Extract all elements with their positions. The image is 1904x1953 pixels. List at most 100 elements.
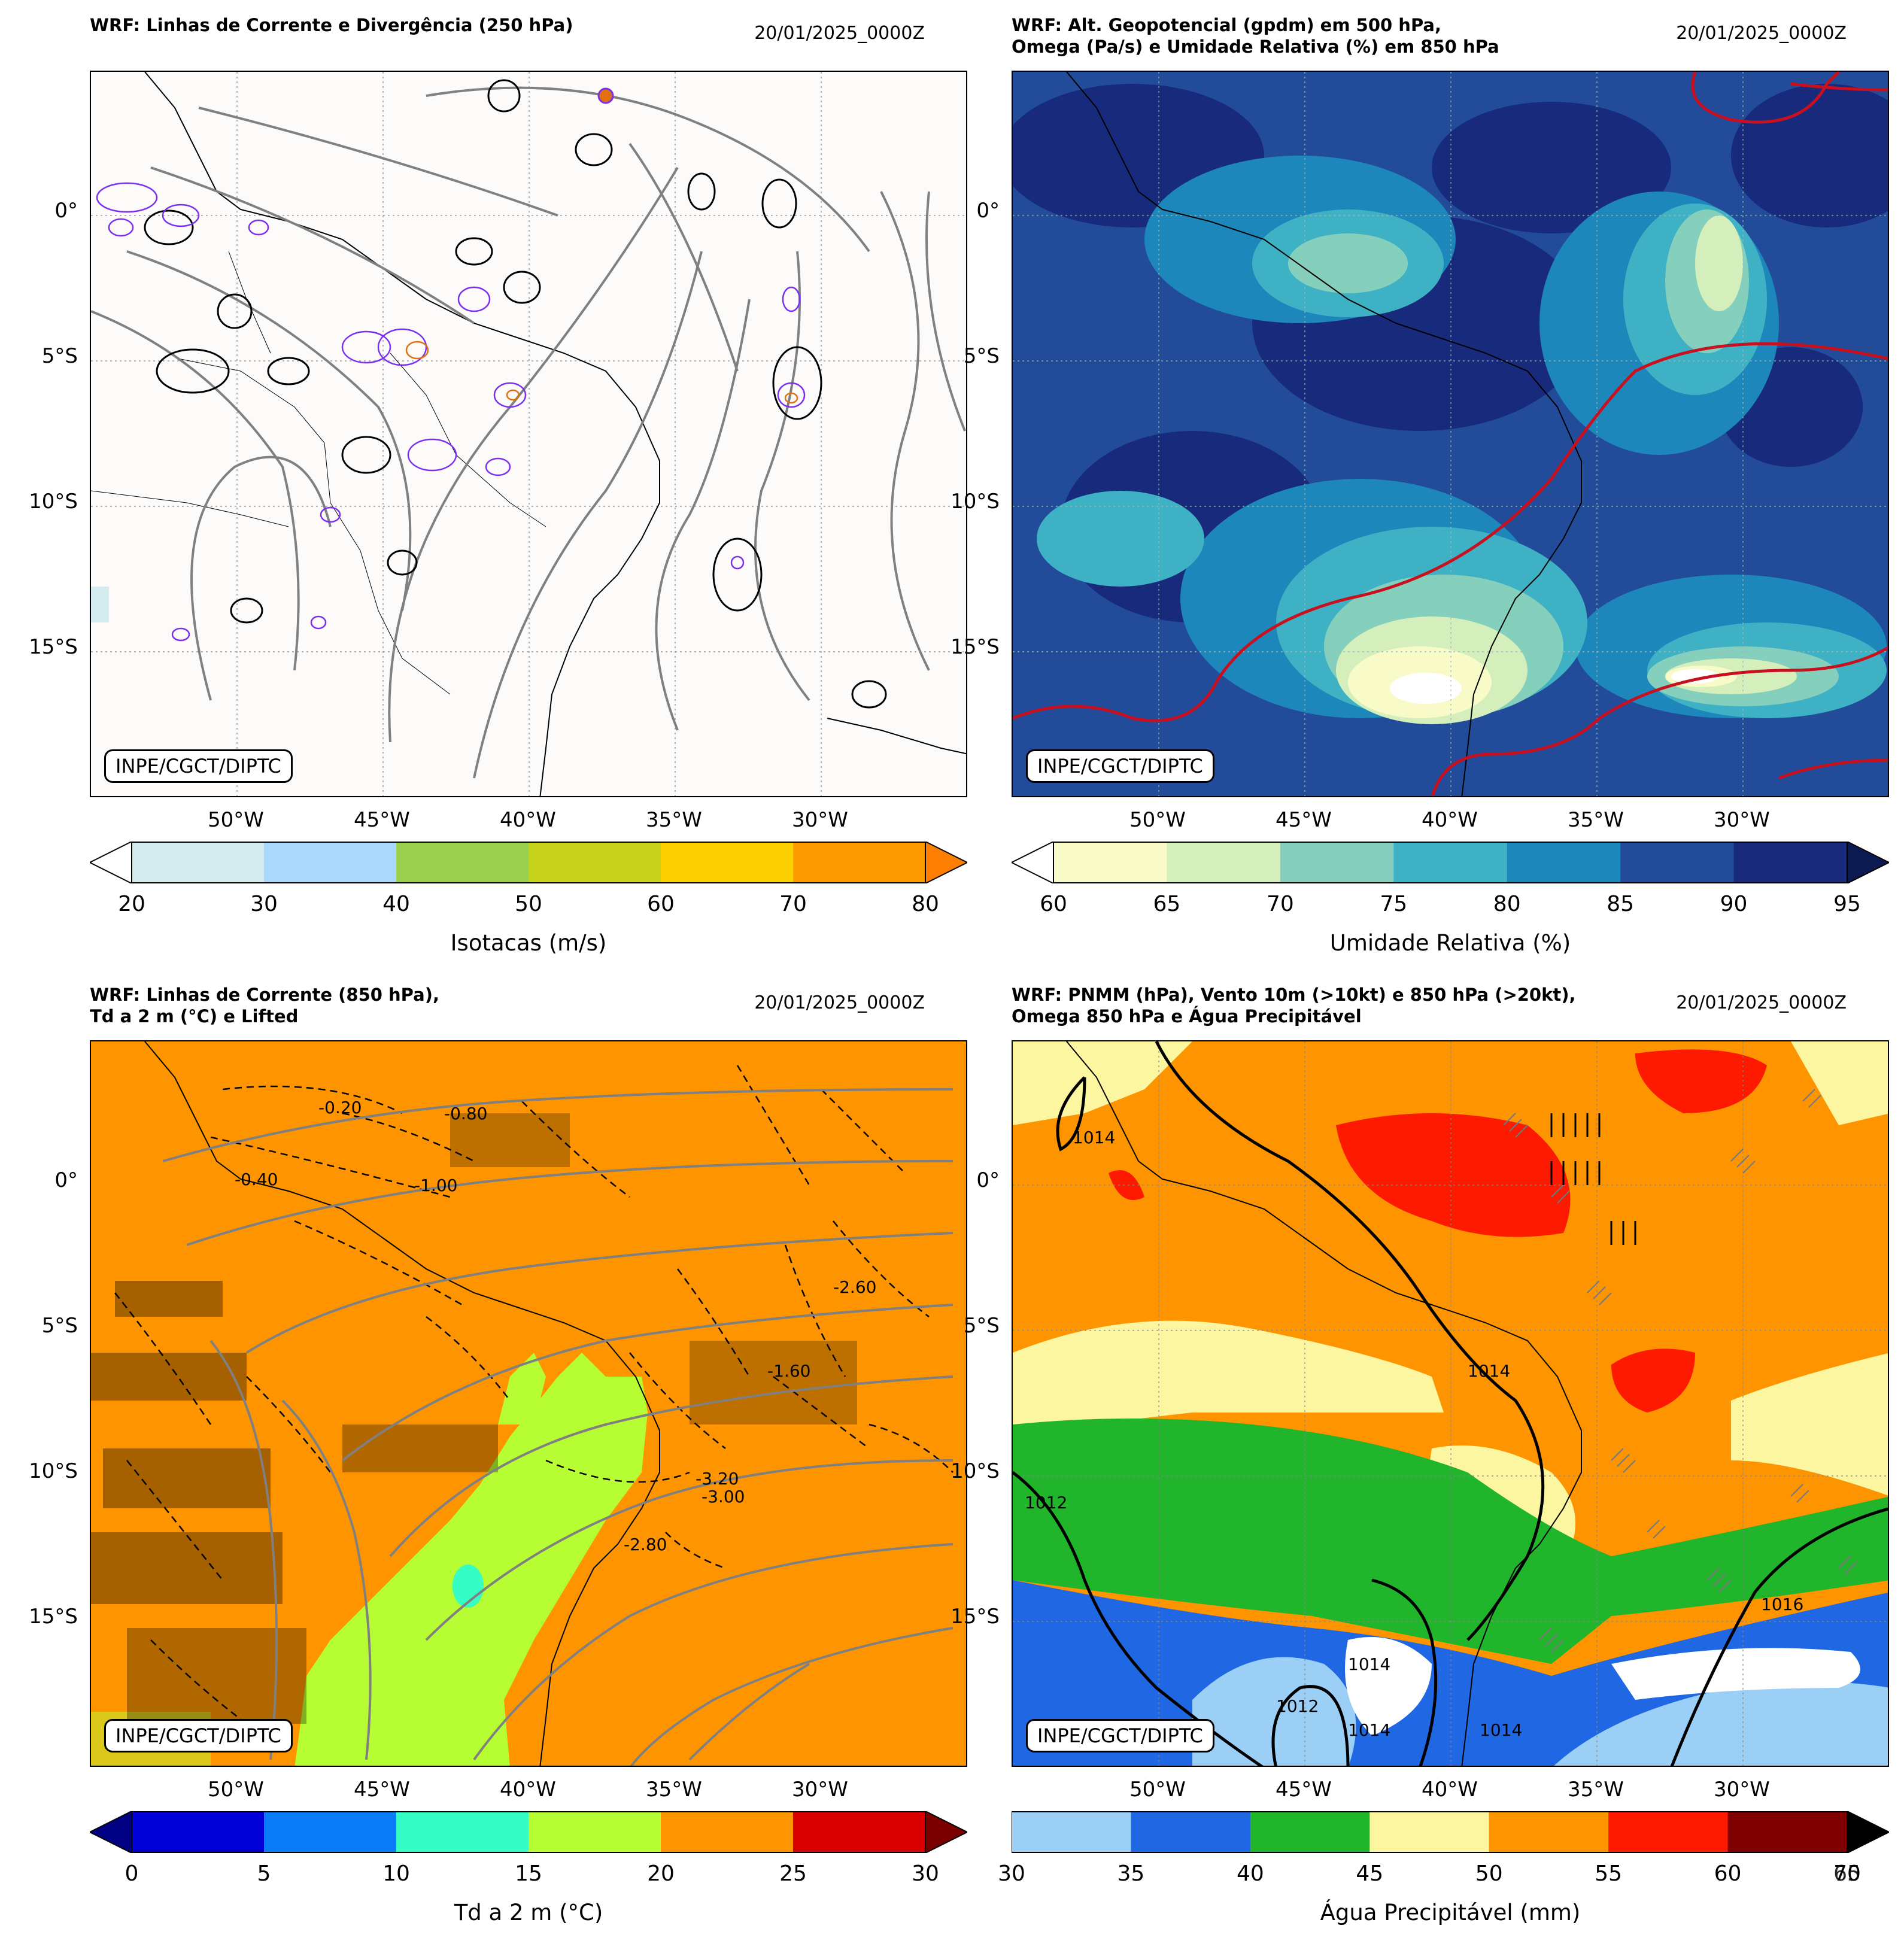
contour-label: -2.60 bbox=[833, 1277, 876, 1297]
lat-label: 15°S bbox=[951, 635, 1000, 659]
colorbar-segment bbox=[264, 842, 397, 883]
lon-label: 35°W bbox=[646, 1778, 702, 1802]
colorbar-segment bbox=[529, 1811, 661, 1853]
colorbar-tick-label: 50 bbox=[1475, 1861, 1503, 1886]
colorbar-high-extend bbox=[1847, 1811, 1889, 1853]
lat-label: 5°S bbox=[41, 344, 78, 368]
colorbar-tick-label: 30 bbox=[250, 892, 278, 916]
colorbar-tick-label: 70 bbox=[1833, 1861, 1861, 1886]
lat-label: 15°S bbox=[29, 1605, 78, 1629]
colorbar-tick-label: 30 bbox=[998, 1861, 1025, 1886]
colorbar-tick-label: 10 bbox=[382, 1861, 410, 1886]
lon-label: 50°W bbox=[1129, 808, 1186, 832]
map-area[interactable]: 1014 1014 1016 1012 1014 1014 1012 1014 … bbox=[1012, 1040, 1889, 1767]
colorbar-label: Isotacas (m/s) bbox=[450, 930, 607, 956]
contour-label: -0.80 bbox=[444, 1104, 487, 1123]
contour-label: 1014 bbox=[1468, 1361, 1510, 1381]
colorbar-tick-label: 80 bbox=[1493, 892, 1521, 916]
colorbar-tick-label: 65 bbox=[1153, 892, 1181, 916]
colorbar-tick-label: 55 bbox=[1595, 1861, 1623, 1886]
lat-label: 5°S bbox=[41, 1314, 78, 1338]
colorbar-segment bbox=[1393, 842, 1508, 883]
colorbar-segment bbox=[1369, 1811, 1490, 1853]
colorbar-segment bbox=[1053, 842, 1167, 883]
lon-label: 45°W bbox=[354, 1778, 410, 1802]
colorbar-segment bbox=[1167, 842, 1281, 883]
colorbar bbox=[1012, 842, 1889, 883]
map-area[interactable]: INPE/CGCT/DIPTC bbox=[1012, 71, 1889, 797]
lon-label: 50°W bbox=[208, 808, 264, 832]
colorbar-segment bbox=[1012, 1811, 1131, 1853]
colorbar-tick-label: 20 bbox=[647, 1861, 675, 1886]
colorbar-tick-label: 35 bbox=[1117, 1861, 1145, 1886]
colorbar-segment bbox=[1250, 1811, 1370, 1853]
colorbar-segment bbox=[661, 1811, 794, 1853]
colorbar-tick-label: 95 bbox=[1833, 892, 1861, 916]
lat-label: 0° bbox=[976, 199, 1000, 223]
colorbar-tick-label: 0 bbox=[124, 1861, 139, 1886]
lon-label: 40°W bbox=[500, 808, 556, 832]
lon-label: 35°W bbox=[646, 808, 702, 832]
contour-label: -3.20 bbox=[696, 1469, 739, 1489]
lat-label: 15°S bbox=[29, 635, 78, 659]
lon-label: 50°W bbox=[208, 1778, 264, 1802]
lon-label: 45°W bbox=[1276, 1778, 1332, 1802]
colorbar-tick-label: 70 bbox=[1266, 892, 1294, 916]
panel-date: 20/01/2025_0000Z bbox=[1676, 23, 1847, 44]
contour-label: 1012 bbox=[1025, 1493, 1067, 1512]
lat-label: 10°S bbox=[29, 1459, 78, 1483]
map-area[interactable]: -3.20 -3.00 -2.80 -2.60 -1.60 -1.00 -0.8… bbox=[90, 1040, 967, 1767]
panel-title: WRF: Linhas de Corrente (850 hPa), Td a … bbox=[90, 985, 439, 1026]
colorbar-high-extend bbox=[1847, 842, 1889, 883]
colorbar-label: Td a 2 m (°C) bbox=[454, 1900, 603, 1925]
colorbar-frame bbox=[1053, 842, 1848, 883]
colorbar-tick-label: 15 bbox=[515, 1861, 542, 1886]
colorbar-frame bbox=[131, 842, 926, 883]
credit-badge: INPE/CGCT/DIPTC bbox=[1026, 1719, 1214, 1752]
lon-label: 45°W bbox=[1276, 808, 1332, 832]
colorbar-tick-label: 65 bbox=[1833, 1861, 1861, 1886]
credit-badge: INPE/CGCT/DIPTC bbox=[1026, 749, 1214, 783]
panel-date: 20/01/2025_0000Z bbox=[1676, 992, 1847, 1013]
colorbar-segment bbox=[661, 842, 794, 883]
colorbar-segment bbox=[132, 842, 265, 883]
colorbar-tick-label: 20 bbox=[118, 892, 145, 916]
colorbar-segment bbox=[1608, 1811, 1729, 1853]
colorbar-tick-label: 60 bbox=[1714, 1861, 1742, 1886]
lat-label: 5°S bbox=[963, 1314, 1000, 1338]
lat-label: 10°S bbox=[951, 1459, 1000, 1483]
lon-label: 40°W bbox=[1422, 808, 1478, 832]
contour-label: 1014 bbox=[1073, 1128, 1115, 1147]
lat-label: 0° bbox=[54, 1168, 78, 1192]
contour-label: -3.00 bbox=[702, 1487, 745, 1506]
colorbar-tick-label: 25 bbox=[779, 1861, 807, 1886]
colorbar-segment bbox=[396, 1811, 529, 1853]
panel-streamlines-250: WRF: Linhas de Corrente e Divergência (2… bbox=[0, 0, 967, 970]
lat-label: 10°S bbox=[29, 490, 78, 514]
colorbar-segment bbox=[132, 1811, 265, 1853]
contour-label: -1.00 bbox=[414, 1176, 457, 1195]
panel-title: WRF: PNMM (hPa), Vento 10m (>10kt) e 850… bbox=[1012, 985, 1576, 1026]
lon-label: 30°W bbox=[1714, 1778, 1770, 1802]
colorbar-low-extend bbox=[90, 1811, 132, 1853]
panel-pnmm-precipitable-water: WRF: PNMM (hPa), Vento 10m (>10kt) e 850… bbox=[922, 970, 1889, 1939]
lon-label: 30°W bbox=[792, 808, 848, 832]
contour-label: -0.20 bbox=[318, 1098, 362, 1117]
colorbar-tick-label: 40 bbox=[1236, 1861, 1264, 1886]
colorbar-segment bbox=[396, 842, 529, 883]
colorbar-tick-label: 75 bbox=[1380, 892, 1408, 916]
lon-label: 30°W bbox=[792, 1778, 848, 1802]
panel-title: WRF: Linhas de Corrente e Divergência (2… bbox=[90, 15, 573, 35]
panel-date: 20/01/2025_0000Z bbox=[754, 23, 925, 44]
lon-label: 30°W bbox=[1714, 808, 1770, 832]
colorbar-segment bbox=[793, 842, 926, 883]
contour-label: 1014 bbox=[1480, 1720, 1522, 1740]
colorbar-tick-label: 85 bbox=[1607, 892, 1635, 916]
lat-label: 0° bbox=[54, 199, 78, 223]
map-area[interactable]: INPE/CGCT/DIPTC bbox=[90, 71, 967, 797]
colorbar-tick-label: 70 bbox=[779, 892, 807, 916]
contour-label: 1014 bbox=[1348, 1654, 1390, 1674]
contour-label: -1.60 bbox=[767, 1361, 810, 1381]
lat-label: 0° bbox=[976, 1168, 1000, 1192]
colorbar-segment bbox=[264, 1811, 397, 1853]
